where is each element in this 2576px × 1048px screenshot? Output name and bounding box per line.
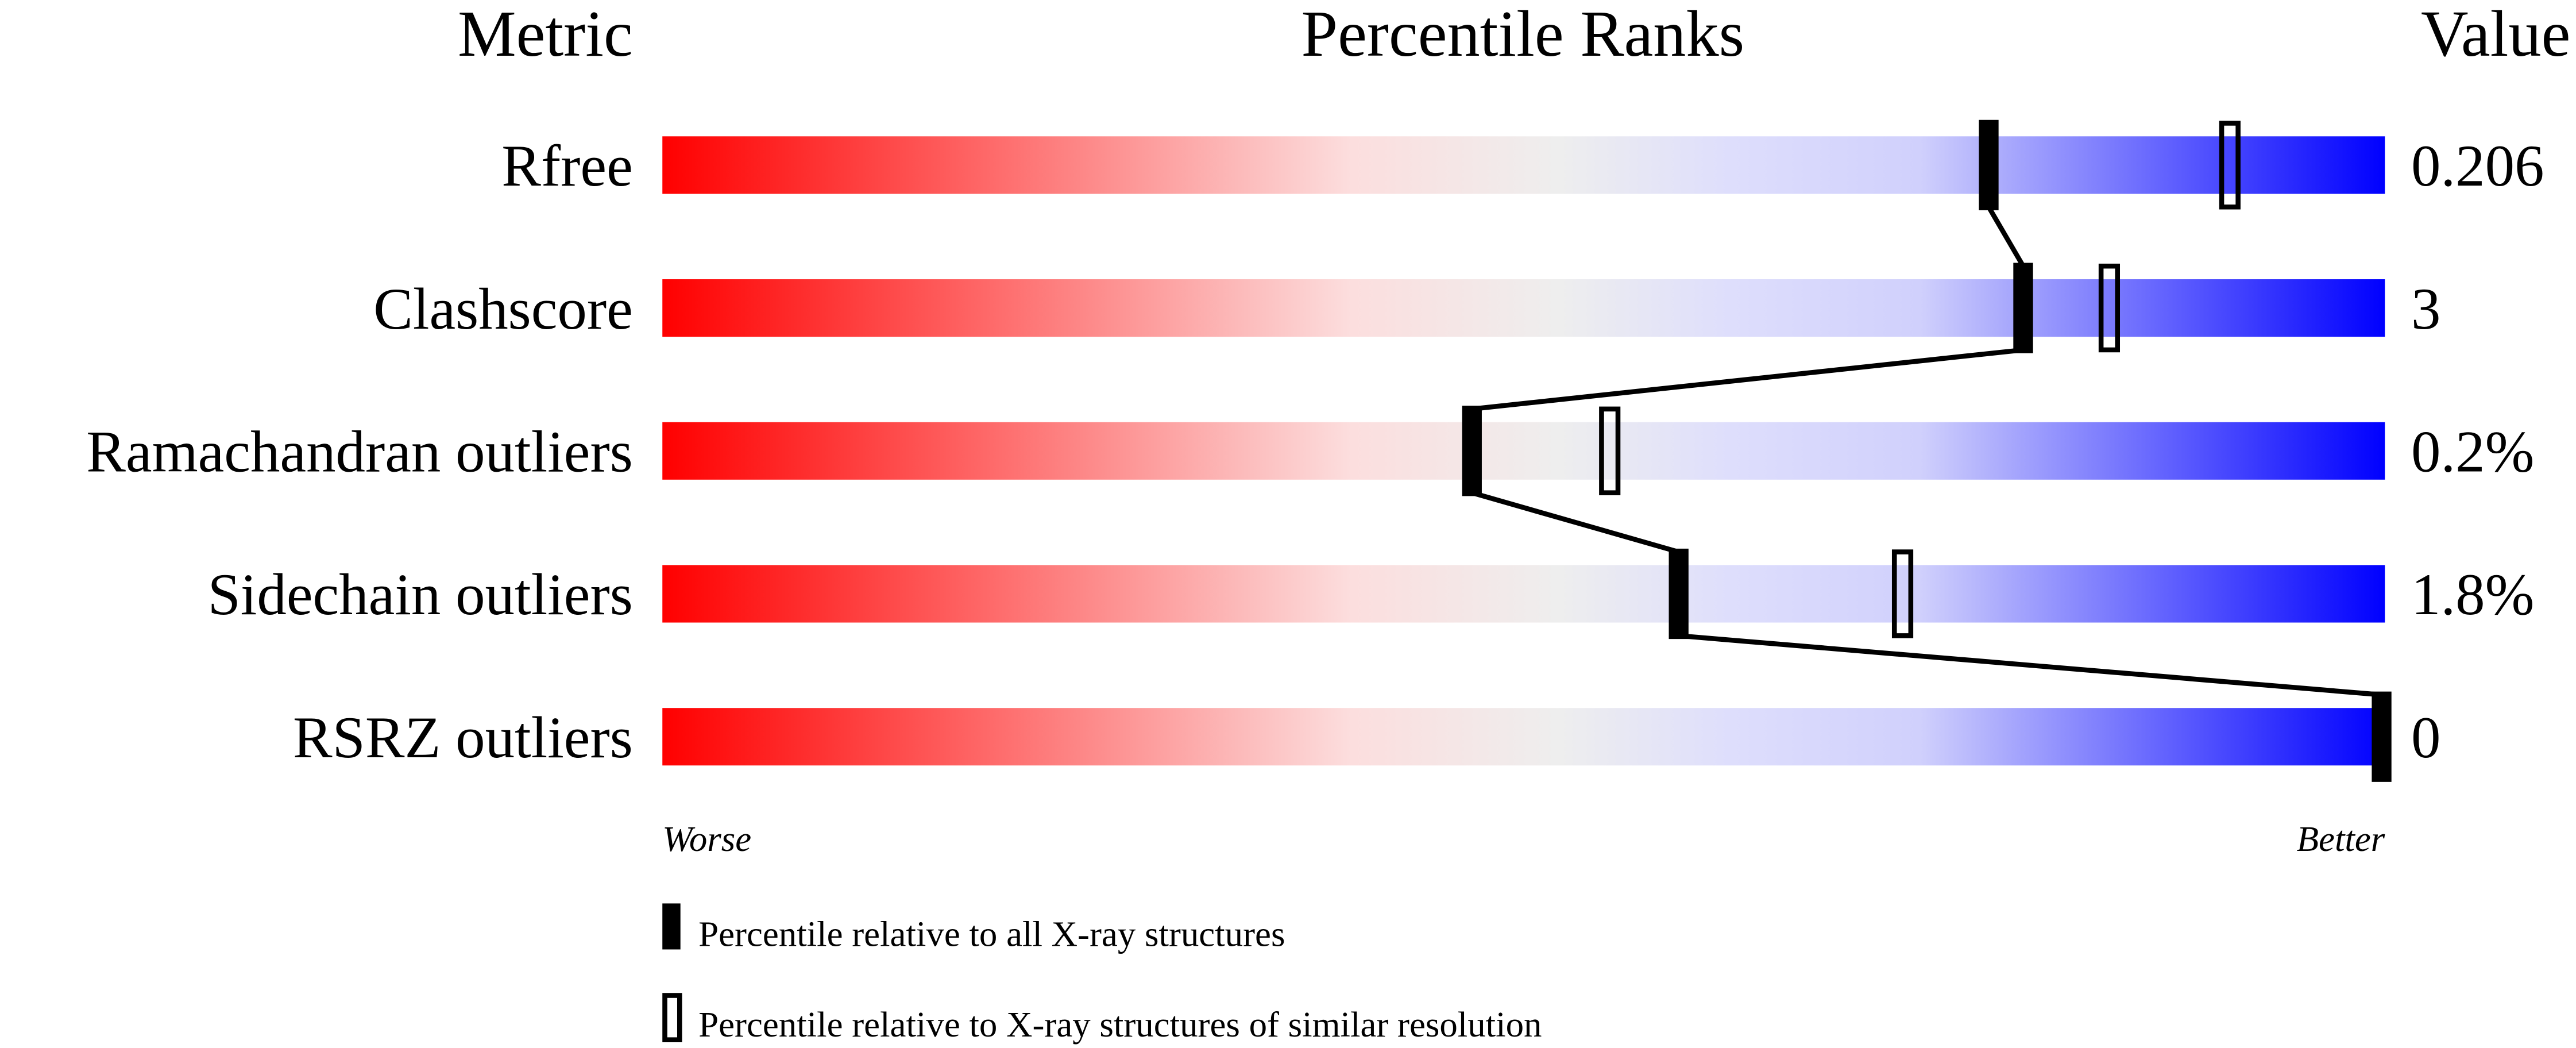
legend-outline-marker: [662, 993, 682, 1042]
marker-similar-resolution: [1599, 406, 1621, 495]
percentile-bar: [662, 422, 2385, 480]
metric-value: 0.206: [2411, 133, 2544, 199]
marker-similar-resolution: [1891, 549, 1914, 638]
connector-line: [1472, 347, 2023, 412]
metric-value: 3: [2411, 276, 2440, 342]
axis-label-better: Better: [2297, 819, 2385, 859]
marker-all-structures: [1669, 548, 1689, 639]
connector-line: [1986, 206, 2026, 268]
marker-similar-resolution: [2098, 263, 2121, 353]
percentile-bar: [662, 565, 2385, 623]
marker-all-structures: [2372, 691, 2392, 782]
connector-line: [1678, 633, 2382, 698]
marker-all-structures: [1979, 120, 1999, 210]
metric-label: Rfree: [501, 133, 633, 199]
metric-label: RSRZ outliers: [293, 705, 633, 770]
header-metric: Metric: [458, 0, 633, 70]
legend-label-all: Percentile relative to all X-ray structu…: [698, 914, 1285, 954]
marker-similar-resolution: [2219, 121, 2241, 210]
metric-value: 0.2%: [2411, 419, 2534, 485]
percentile-bar: [662, 279, 2385, 337]
header-value: Value: [2421, 0, 2570, 70]
connector-line: [1471, 490, 1679, 554]
header-percentile: Percentile Ranks: [1301, 0, 1745, 70]
percentile-bar: [662, 708, 2385, 766]
axis-label-worse: Worse: [662, 819, 751, 859]
percentile-bar: [662, 136, 2385, 194]
legend-label-similar: Percentile relative to X-ray structures …: [698, 1004, 1542, 1045]
metric-value: 1.8%: [2411, 562, 2534, 627]
legend-filled-marker: [662, 903, 681, 950]
marker-all-structures: [1462, 406, 1482, 496]
metric-label: Ramachandran outliers: [86, 419, 633, 485]
metric-label: Clashscore: [373, 276, 633, 342]
metric-value: 0: [2411, 705, 2440, 770]
metric-label: Sidechain outliers: [208, 562, 633, 627]
marker-all-structures: [2013, 263, 2033, 353]
